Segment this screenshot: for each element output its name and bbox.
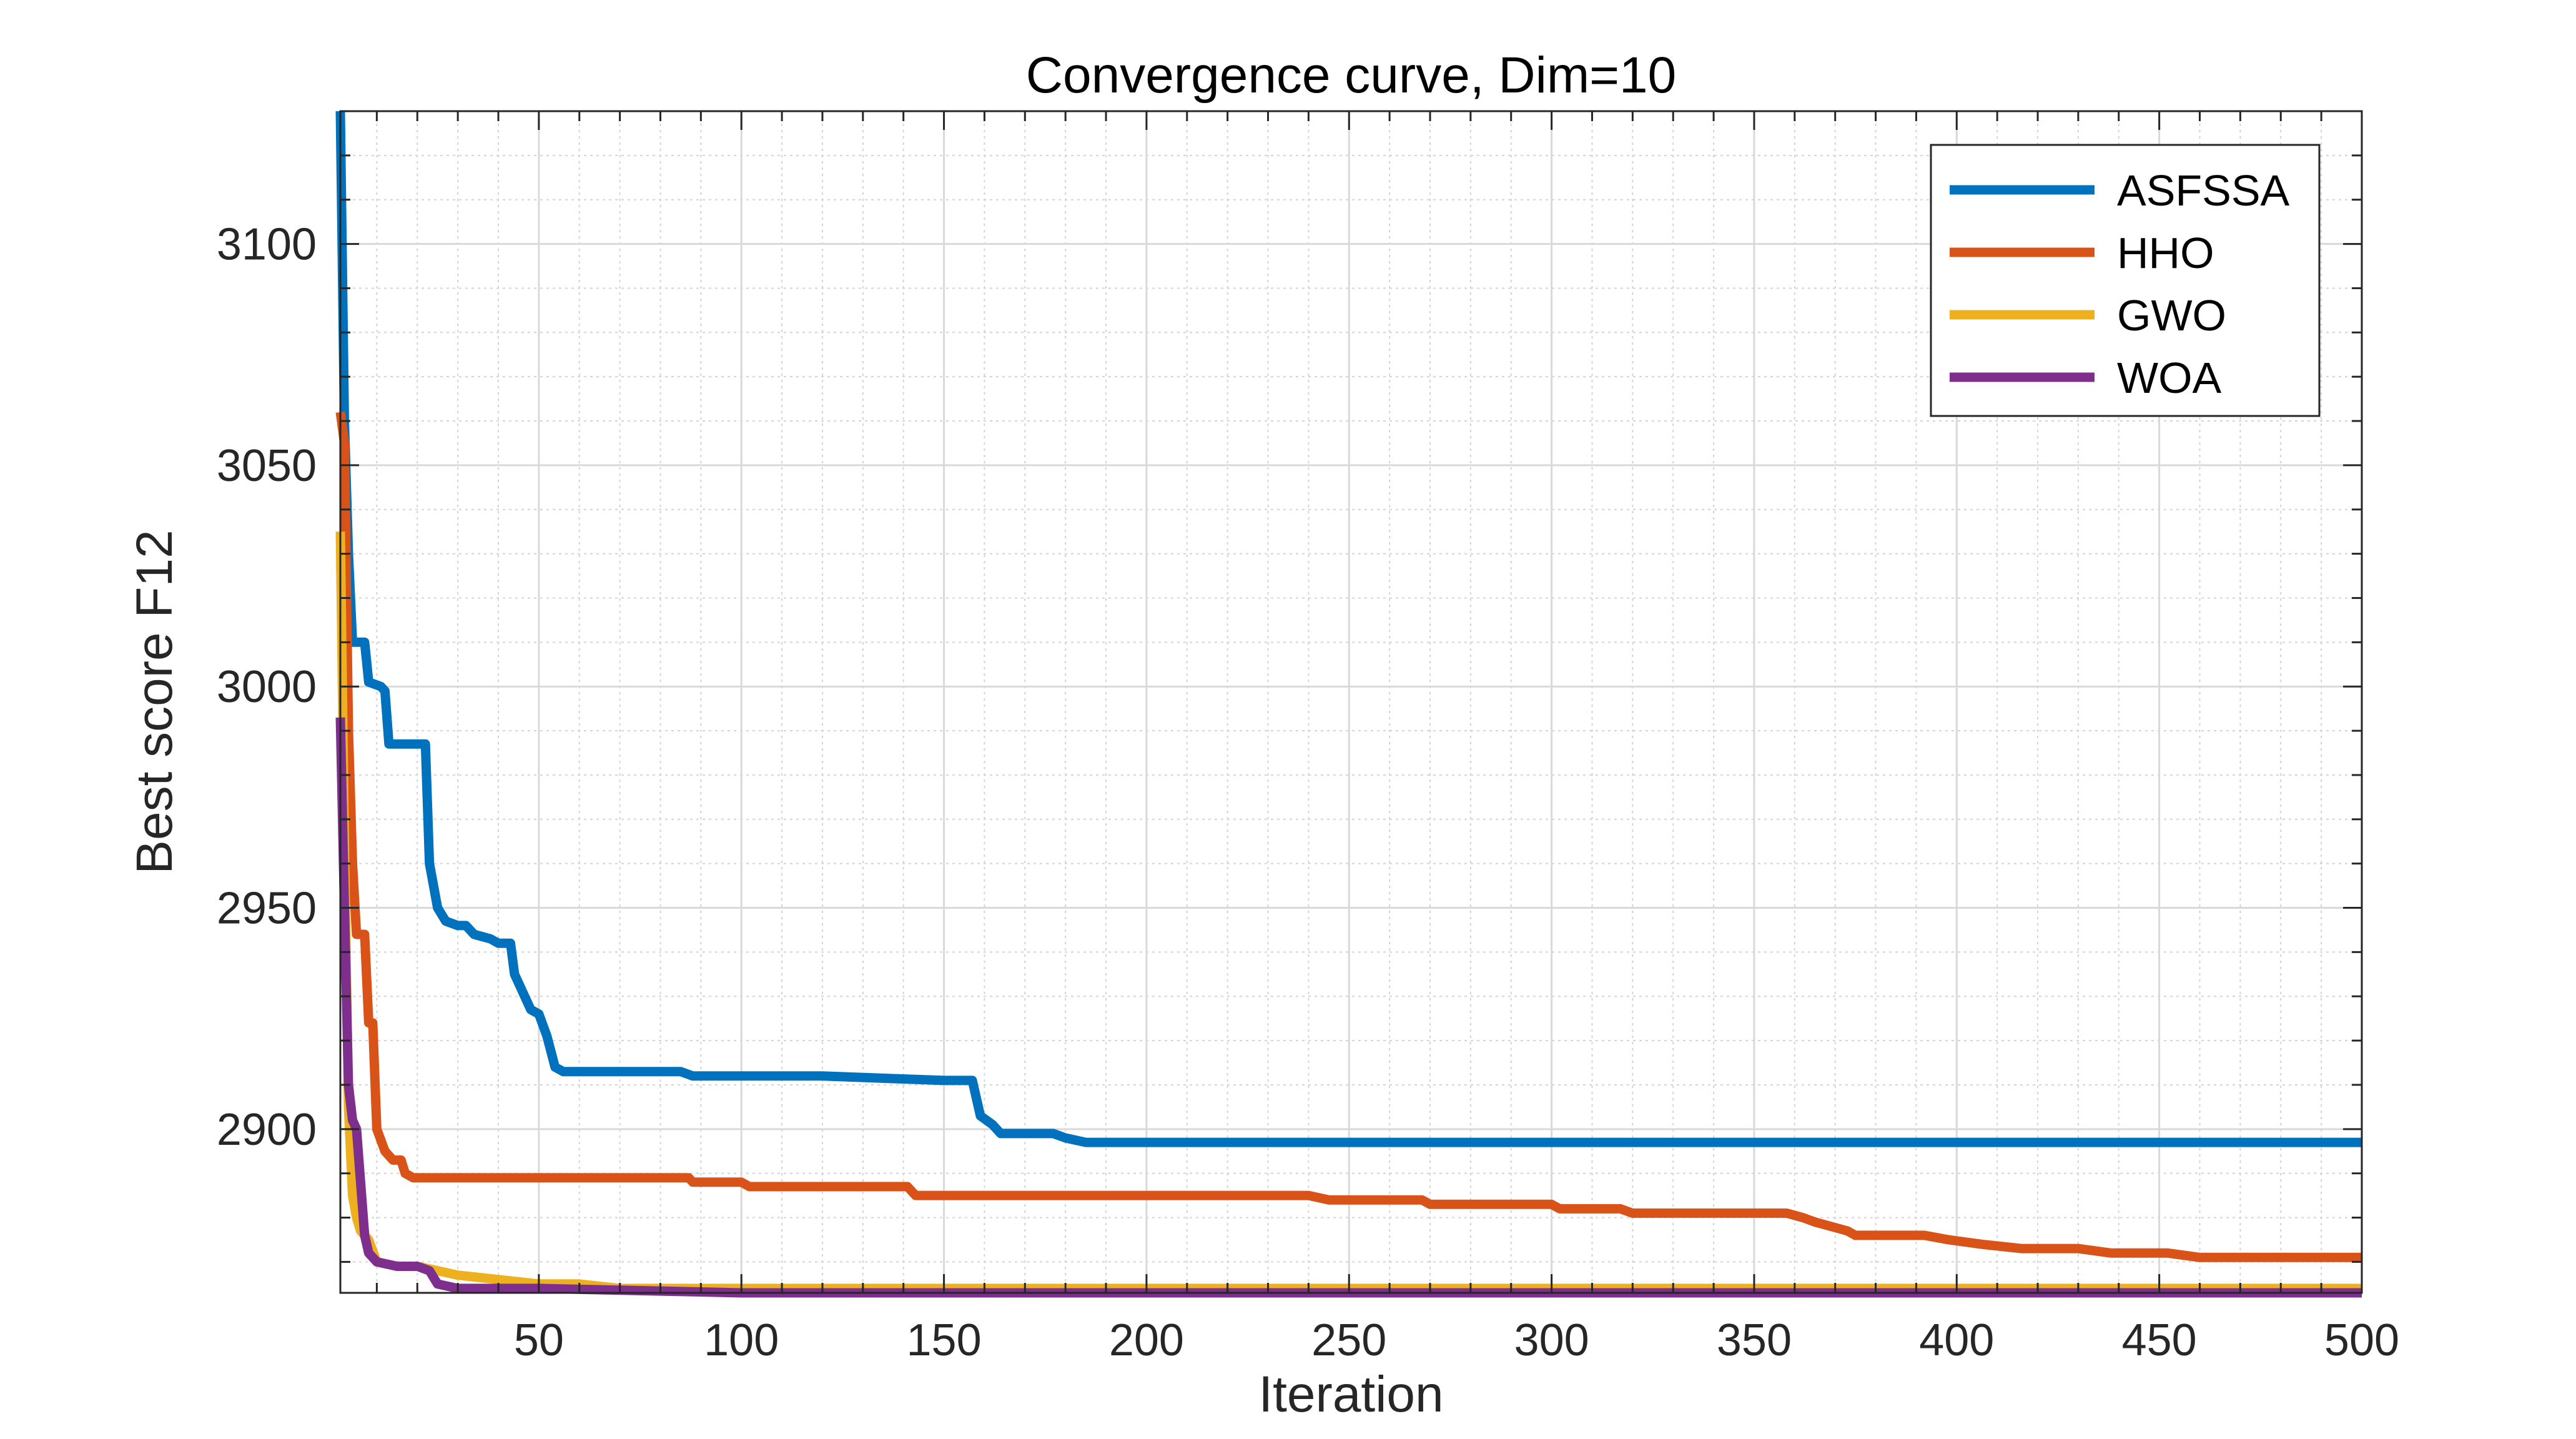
x-tick-label: 150 [906,1315,981,1365]
x-tick-label: 500 [2324,1315,2399,1365]
y-tick-label: 2950 [217,884,317,934]
legend-label-asfssa: ASFSSA [2117,166,2290,215]
x-tick-label: 400 [1919,1315,1994,1365]
legend-label-woa: WOA [2117,354,2222,402]
legend-label-gwo: GWO [2117,291,2226,340]
x-axis-title: Iteration [1258,1366,1443,1423]
x-tick-label: 100 [704,1315,779,1365]
legend[interactable]: ASFSSA HHO GWO WOA [1931,145,2319,416]
y-tick-label: 2900 [217,1105,317,1155]
x-tick-label: 300 [1514,1315,1589,1365]
x-tick-label: 450 [2122,1315,2197,1365]
x-tick-label: 250 [1311,1315,1386,1365]
x-tick-label: 200 [1109,1315,1184,1365]
x-tick-label: 350 [1717,1315,1792,1365]
y-tick-label: 3100 [217,220,317,270]
convergence-chart: 50 100 150 200 250 300 350 400 450 500 2900 2950 30… [0,0,2576,1439]
y-tick-label: 3000 [217,662,317,712]
x-tick-label: 50 [514,1315,564,1365]
y-axis-title: Best score F12 [126,530,183,874]
y-tick-label: 3050 [217,441,317,491]
chart-title: Convergence curve, Dim=10 [1026,47,1676,104]
legend-label-hho: HHO [2117,229,2214,277]
